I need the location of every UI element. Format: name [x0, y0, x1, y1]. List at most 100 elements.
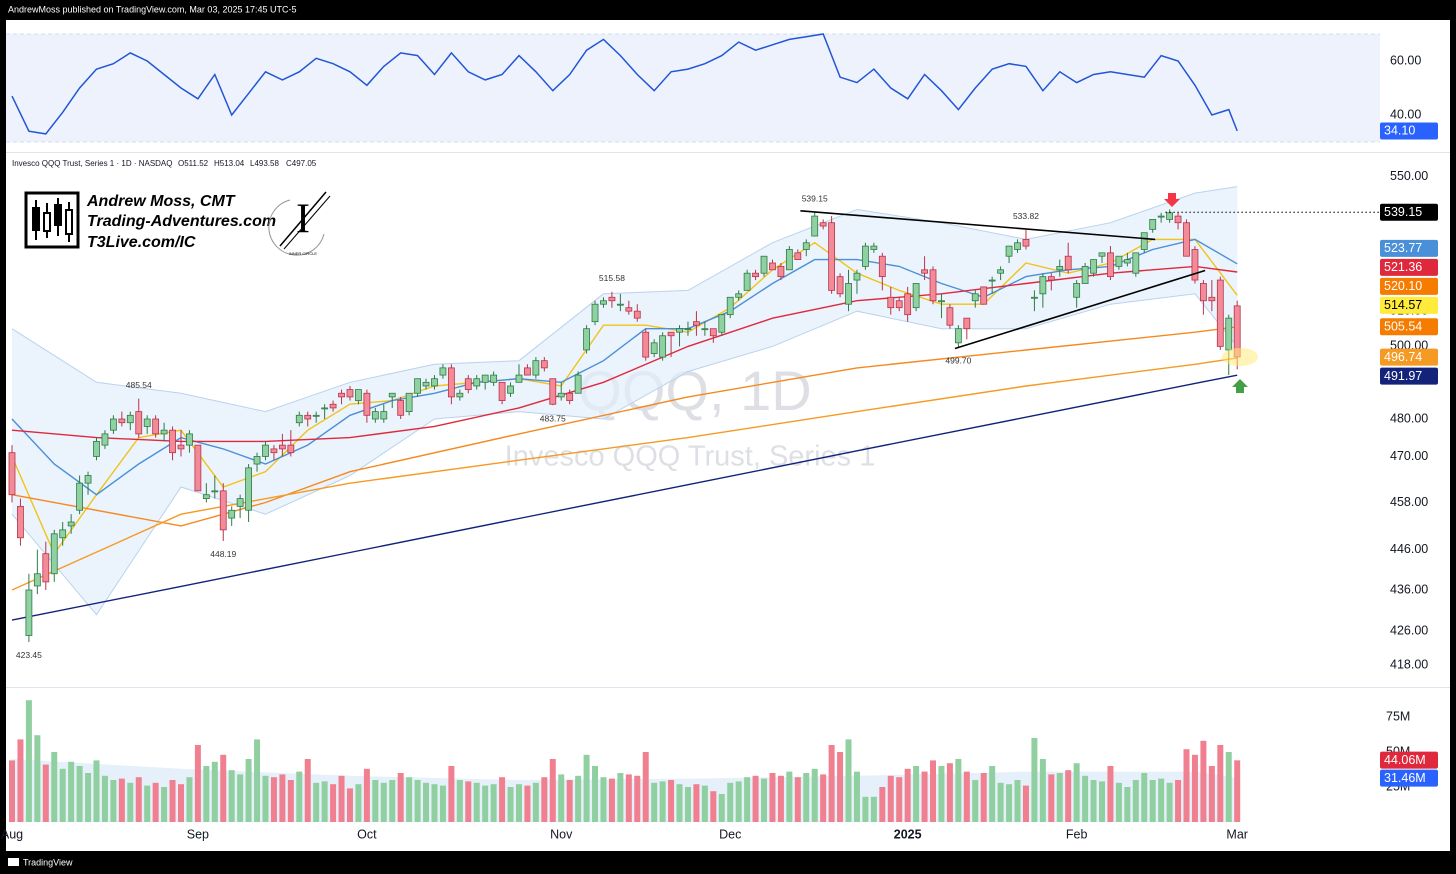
candle-body: [836, 276, 844, 295]
volume-bar: [803, 773, 810, 822]
price-badge: [1380, 367, 1438, 385]
candle-body: [566, 392, 574, 401]
volume-bar: [634, 775, 641, 822]
candle-body: [1107, 252, 1114, 278]
logo-candles: [32, 198, 73, 242]
candle-body: [1047, 276, 1055, 281]
volume-bar: [930, 760, 937, 822]
logo-slash: [283, 195, 331, 250]
volume-bar: [684, 787, 691, 822]
volume-bar: [1141, 773, 1148, 822]
y-tick-label: 470.00: [1390, 449, 1428, 463]
watermark: Invesco QQQ Trust, Series 1: [505, 441, 876, 473]
candle-body: [929, 269, 937, 302]
price-badge: [1380, 769, 1438, 787]
candle-body: [1098, 252, 1106, 257]
candle-body: [828, 222, 836, 291]
y-tick-label: 446.00: [1390, 542, 1428, 556]
candle-body: [1039, 276, 1047, 295]
candle-body: [321, 407, 329, 410]
volume-bar: [456, 780, 463, 822]
volume-bar: [1183, 749, 1190, 822]
candle-body: [963, 317, 971, 330]
high-low-label: 533.82: [1013, 211, 1039, 221]
volume-bar: [1175, 780, 1182, 822]
candle-body: [236, 498, 244, 507]
candle-body: [912, 283, 920, 309]
candle-body: [414, 378, 421, 394]
y-tick-label: 480.00: [1390, 411, 1428, 425]
candle-body: [726, 296, 734, 316]
candle-body: [1132, 252, 1140, 274]
volume-bar: [837, 752, 844, 822]
candle-body: [557, 392, 565, 398]
candle-body: [997, 269, 1005, 274]
candle-body: [490, 374, 498, 383]
volume-bar: [676, 784, 683, 822]
logo-arc: [268, 199, 325, 256]
volume-bar: [752, 775, 759, 822]
volume-bar: [845, 739, 852, 822]
volume-bar: [25, 700, 32, 822]
volume-bar: [372, 780, 379, 822]
candle-body: [152, 418, 160, 435]
volume-bar: [465, 781, 472, 822]
price-badge: [1380, 277, 1438, 295]
volume-bar: [1090, 780, 1097, 822]
y-tick-label: 426.00: [1390, 624, 1428, 638]
candle-body: [312, 414, 320, 417]
candle-body: [160, 429, 168, 435]
candle-body: [574, 374, 582, 394]
volume-bar: [296, 771, 303, 822]
rsi-line: [11, 33, 1238, 135]
trendline: [800, 210, 1156, 241]
candle-body: [540, 360, 548, 369]
price-badge: [1380, 296, 1438, 314]
candle-body: [988, 279, 996, 282]
volume-bar: [482, 785, 489, 822]
volume-bar: [406, 777, 413, 822]
candle-body: [270, 448, 278, 454]
volume-bar: [1124, 787, 1131, 822]
price-badge-label: 505.54: [1384, 320, 1422, 334]
logo-body: [65, 209, 73, 235]
volume-bar: [1158, 778, 1165, 822]
volume-bar: [169, 780, 176, 822]
candle-body: [1166, 212, 1174, 220]
volume-bar: [718, 794, 725, 822]
volume-bar: [1048, 774, 1055, 822]
candle-body: [878, 255, 886, 278]
volume-bar: [93, 760, 100, 822]
candle-body: [101, 433, 109, 446]
volume-bar: [777, 775, 784, 822]
volume-bar: [980, 773, 987, 822]
volume-bar: [194, 745, 201, 822]
volume-bar: [608, 778, 615, 822]
volume-bar: [211, 761, 218, 822]
x-tick-label: 2025: [894, 827, 922, 841]
volume-bar: [414, 780, 421, 822]
volume-bar: [338, 775, 345, 822]
candle-body: [743, 272, 751, 291]
volume-bar: [313, 782, 320, 822]
price-badge: [1380, 239, 1438, 257]
volume-bar: [8, 760, 15, 822]
volume-bar: [701, 785, 708, 822]
volume-bar: [186, 777, 193, 822]
volume-bar: [1056, 773, 1063, 822]
volume-bar: [397, 773, 404, 822]
candle-body: [126, 414, 134, 424]
volume-bar: [423, 782, 430, 822]
candle-body: [93, 440, 100, 457]
candle-body: [980, 286, 988, 305]
candle-body: [600, 300, 607, 305]
candle-body: [1149, 219, 1157, 230]
price-badge-label: 496.74: [1384, 350, 1422, 364]
candle-body: [895, 300, 903, 309]
volume-bar: [177, 784, 184, 822]
volume-bar: [499, 777, 506, 822]
candle-body: [464, 378, 472, 391]
volume-bar: [972, 780, 979, 822]
candle-body: [642, 331, 650, 358]
